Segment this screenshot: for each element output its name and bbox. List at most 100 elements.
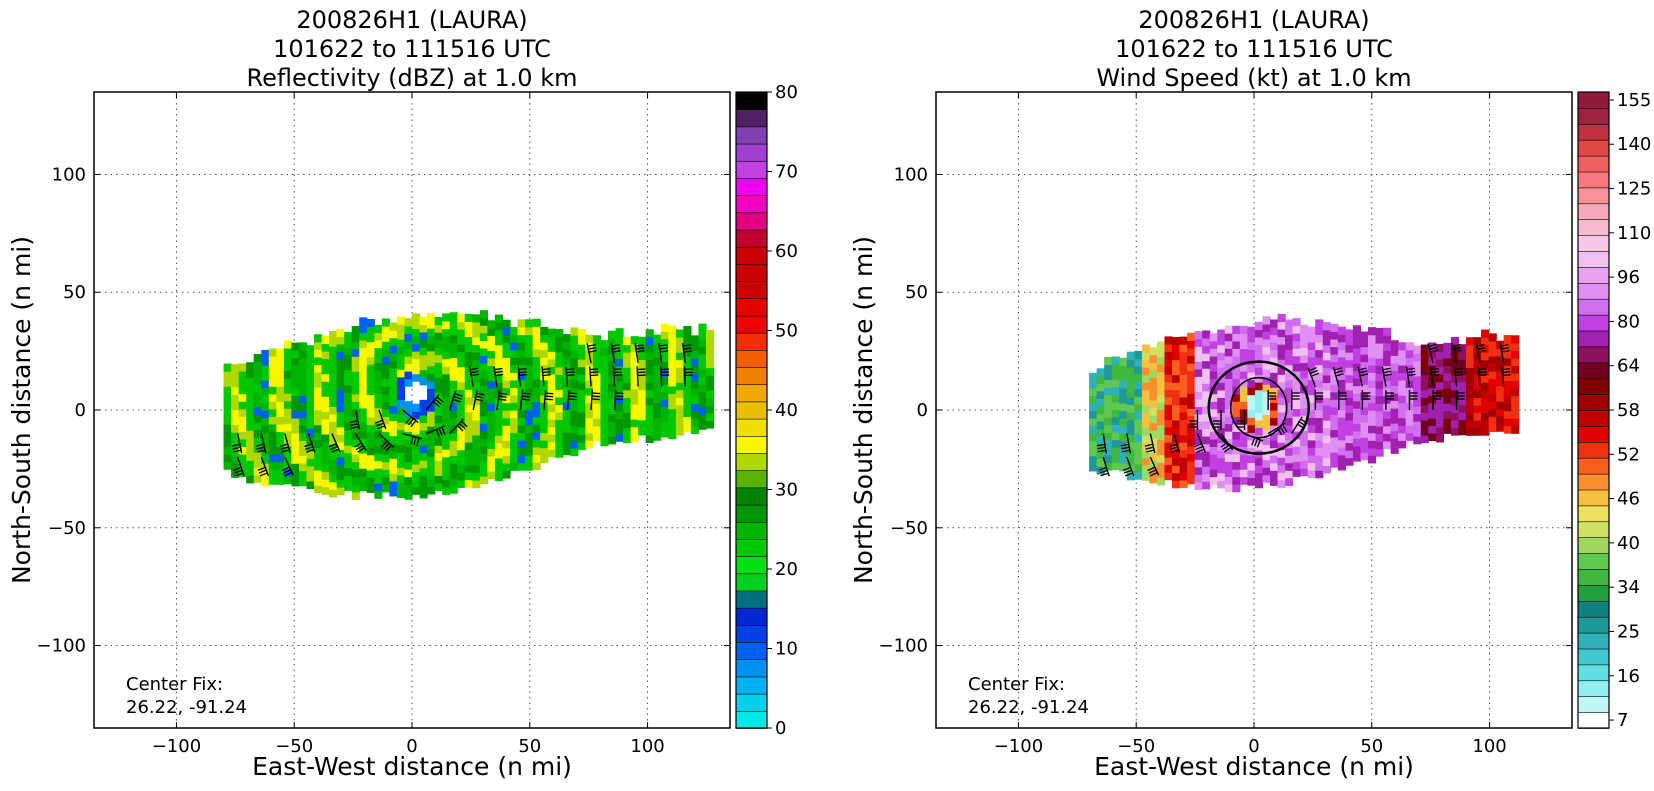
field-cell bbox=[472, 329, 480, 337]
field-cell bbox=[1240, 401, 1248, 409]
field-cell bbox=[1466, 352, 1474, 360]
field-cell bbox=[359, 393, 367, 401]
field-cell bbox=[1225, 454, 1233, 462]
field-cell bbox=[706, 398, 714, 406]
field-cell bbox=[1149, 362, 1157, 370]
field-cell bbox=[1142, 412, 1150, 420]
field-cell bbox=[261, 380, 269, 388]
field-cell bbox=[374, 363, 382, 371]
field-cell bbox=[1225, 469, 1233, 477]
field-cell bbox=[291, 350, 299, 358]
field-cell bbox=[1285, 448, 1293, 456]
field-cell bbox=[706, 413, 714, 421]
panel-wind-speed: 200826H1 (LAURA) 101622 to 111516 UTC Wi… bbox=[849, 6, 1651, 781]
field-cell bbox=[1413, 383, 1421, 391]
field-cell bbox=[397, 317, 405, 325]
field-cell bbox=[525, 334, 533, 342]
field-cell bbox=[442, 404, 450, 412]
field-cell bbox=[352, 333, 360, 341]
field-cell bbox=[352, 484, 360, 492]
field-cell bbox=[224, 409, 232, 417]
field-cell bbox=[1489, 341, 1497, 349]
field-cell bbox=[578, 404, 586, 412]
field-cell bbox=[1270, 350, 1278, 358]
field-cell bbox=[306, 458, 314, 466]
field-cell bbox=[382, 379, 390, 387]
field-cell bbox=[1315, 334, 1323, 342]
field-cell bbox=[676, 375, 684, 383]
field-cell bbox=[600, 431, 608, 439]
field-cell bbox=[1127, 359, 1135, 367]
field-cell bbox=[1398, 372, 1406, 380]
field-cell bbox=[1315, 432, 1323, 440]
field-cell bbox=[435, 377, 443, 385]
field-cell bbox=[329, 384, 337, 392]
field-cell bbox=[239, 378, 247, 386]
field-cell bbox=[593, 343, 601, 351]
field-cell bbox=[600, 400, 608, 408]
field-cell bbox=[487, 373, 495, 381]
field-cell bbox=[337, 374, 345, 382]
field-cell bbox=[1398, 433, 1406, 441]
colorbar-tick-label: 70 bbox=[775, 162, 798, 183]
field-cell bbox=[1421, 367, 1429, 375]
field-cell bbox=[1413, 436, 1421, 444]
y-tick-label: 100 bbox=[894, 164, 928, 185]
field-cell bbox=[668, 424, 676, 432]
field-cell bbox=[1398, 365, 1406, 373]
field-cell bbox=[412, 374, 420, 382]
field-cell bbox=[465, 336, 473, 344]
field-cell bbox=[1300, 453, 1308, 461]
field-cell bbox=[1293, 461, 1301, 469]
field-cell bbox=[1232, 401, 1240, 409]
field-cell bbox=[472, 465, 480, 473]
field-cell bbox=[706, 405, 714, 413]
field-cell bbox=[1436, 382, 1444, 390]
field-cell bbox=[1089, 403, 1097, 411]
field-cell bbox=[276, 447, 284, 455]
field-cell bbox=[465, 329, 473, 337]
colorbar-segment bbox=[1578, 331, 1609, 347]
field-cell bbox=[593, 373, 601, 381]
field-cell bbox=[563, 424, 571, 432]
field-cell bbox=[1489, 401, 1497, 409]
field-cell bbox=[352, 394, 360, 402]
field-cell bbox=[314, 440, 322, 448]
field-cell bbox=[1134, 396, 1142, 404]
field-cell bbox=[457, 374, 465, 382]
field-cell bbox=[1345, 352, 1353, 360]
field-cell bbox=[382, 334, 390, 342]
field-cell bbox=[1127, 412, 1135, 420]
field-cell bbox=[1368, 365, 1376, 373]
field-cell bbox=[344, 385, 352, 393]
field-cell bbox=[389, 323, 397, 331]
field-cell bbox=[653, 357, 661, 365]
field-cell bbox=[1360, 339, 1368, 347]
field-cell bbox=[1413, 421, 1421, 429]
field-cell bbox=[442, 374, 450, 382]
field-cell bbox=[1338, 447, 1346, 455]
field-cell bbox=[585, 440, 593, 448]
field-cell bbox=[1308, 417, 1316, 425]
field-cell bbox=[337, 389, 345, 397]
field-cell bbox=[322, 396, 330, 404]
field-cell bbox=[623, 405, 631, 413]
field-cell bbox=[1164, 404, 1172, 412]
field-cell bbox=[269, 394, 277, 402]
field-cell bbox=[502, 365, 510, 373]
field-cell bbox=[420, 453, 428, 461]
field-cell bbox=[276, 364, 284, 372]
field-cell bbox=[502, 380, 510, 388]
field-cell bbox=[1202, 436, 1210, 444]
field-cell bbox=[631, 389, 639, 397]
field-cell bbox=[638, 420, 646, 428]
field-cell bbox=[487, 441, 495, 449]
field-cell bbox=[608, 429, 616, 437]
field-cell bbox=[442, 321, 450, 329]
field-cell bbox=[1180, 442, 1188, 450]
field-cell bbox=[510, 448, 518, 456]
field-cell bbox=[442, 351, 450, 359]
field-cell bbox=[314, 447, 322, 455]
field-cell bbox=[269, 379, 277, 387]
field-cell bbox=[427, 486, 435, 494]
